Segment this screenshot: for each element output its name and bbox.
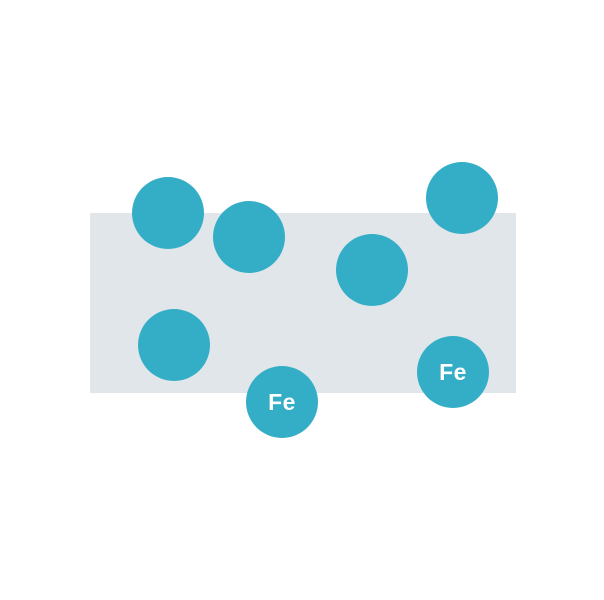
atom-2: [213, 201, 285, 273]
iron-atom-2: Fe: [417, 336, 489, 408]
atom-1: [132, 177, 204, 249]
atom-4: [426, 162, 498, 234]
atom-5: [138, 309, 210, 381]
iron-atom-1: Fe: [246, 366, 318, 438]
atom-3: [336, 234, 408, 306]
